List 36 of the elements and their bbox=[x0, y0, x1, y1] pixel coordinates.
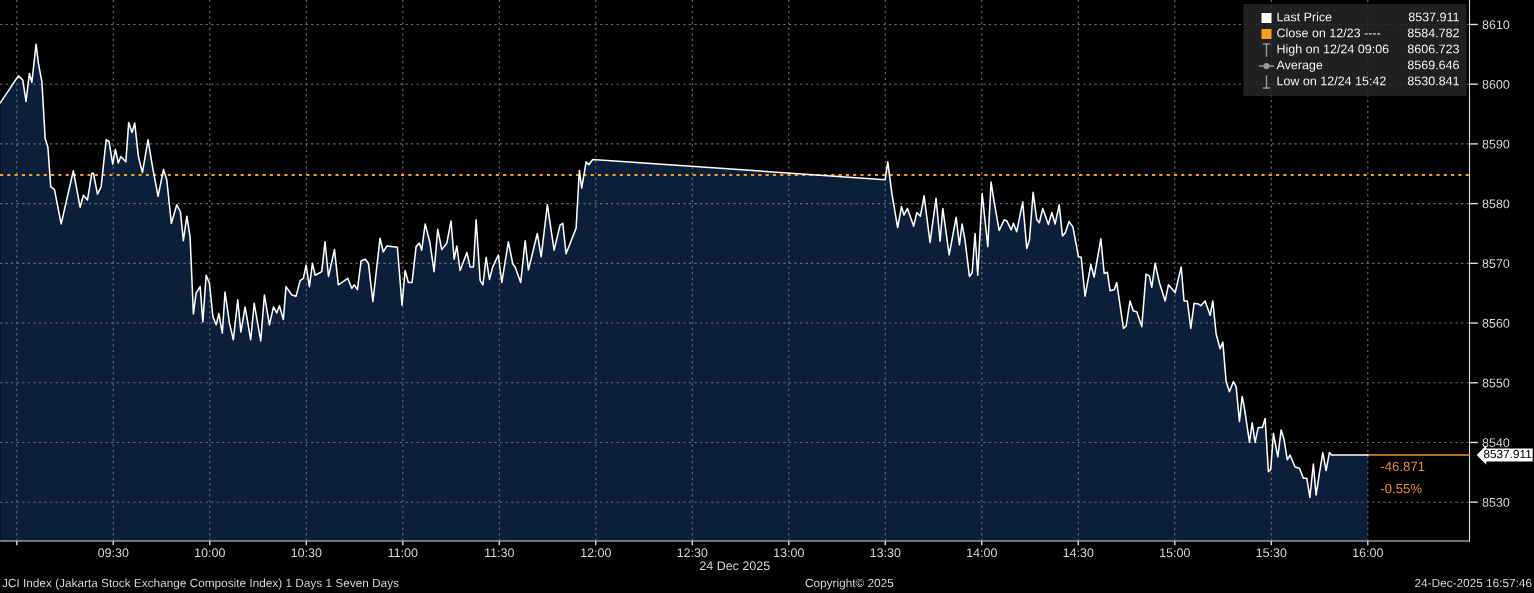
text: JCI Index (Jakarta Stock Exchange Composite Index) 1 Days 1 Seven Days bbox=[2, 578, 399, 590]
x-tick-label: 13:00 bbox=[774, 548, 804, 558]
y-tick-label: 8560 bbox=[1482, 318, 1510, 328]
text: High on 12/24 09:06 8606.723 bbox=[1277, 44, 1459, 56]
annotation: 8537.911 bbox=[1483, 449, 1532, 459]
x-tick-label: 12:30 bbox=[677, 548, 708, 558]
y-tick-label: 8530 bbox=[1482, 497, 1510, 507]
annotation: 8537.911 bbox=[1408, 12, 1459, 22]
y-tick-label: 8600 bbox=[1482, 80, 1510, 89]
text: Average 8569.646 bbox=[1276, 60, 1459, 72]
y-tick-label: 8540 bbox=[1482, 438, 1510, 448]
legend-label: Last Price bbox=[1277, 12, 1332, 22]
x-tick-label: 10:00 bbox=[195, 548, 225, 558]
x-axis-title: 24 Dec 2025 bbox=[699, 561, 770, 571]
text: Close on 12/23 ---- 8584.782 bbox=[1277, 28, 1459, 38]
y-tick-label: 8570 bbox=[1482, 259, 1510, 268]
text: Low on 12/24 15:42 8530.841 bbox=[1277, 76, 1459, 86]
x-tick-label: 09:30 bbox=[98, 548, 129, 558]
text: 24-Dec-2025 16:57:46 bbox=[1415, 578, 1532, 588]
annotation: -46.871 bbox=[1380, 461, 1425, 472]
x-tick-label: 15:00 bbox=[1160, 548, 1190, 558]
x-tick-label: 15:30 bbox=[1256, 548, 1287, 558]
x-tick-label: 10:30 bbox=[291, 548, 322, 558]
text: Copyright© 2025 bbox=[805, 578, 894, 590]
y-tick-label: 8580 bbox=[1482, 199, 1510, 209]
x-tick-label: 16:00 bbox=[1353, 548, 1383, 558]
x-tick-label: 11:00 bbox=[388, 548, 418, 558]
y-tick-label: 8590 bbox=[1482, 139, 1510, 149]
x-tick-label: 14:00 bbox=[967, 548, 997, 558]
x-tick-label: 13:30 bbox=[870, 548, 901, 558]
annotation: -0.55% bbox=[1380, 483, 1422, 494]
x-tick-label: 14:30 bbox=[1063, 548, 1094, 558]
y-tick-label: 8550 bbox=[1482, 378, 1510, 388]
x-tick-label: 11:30 bbox=[485, 548, 514, 558]
x-tick-label: 12:00 bbox=[581, 548, 611, 558]
y-tick-label: 8610 bbox=[1482, 20, 1510, 30]
